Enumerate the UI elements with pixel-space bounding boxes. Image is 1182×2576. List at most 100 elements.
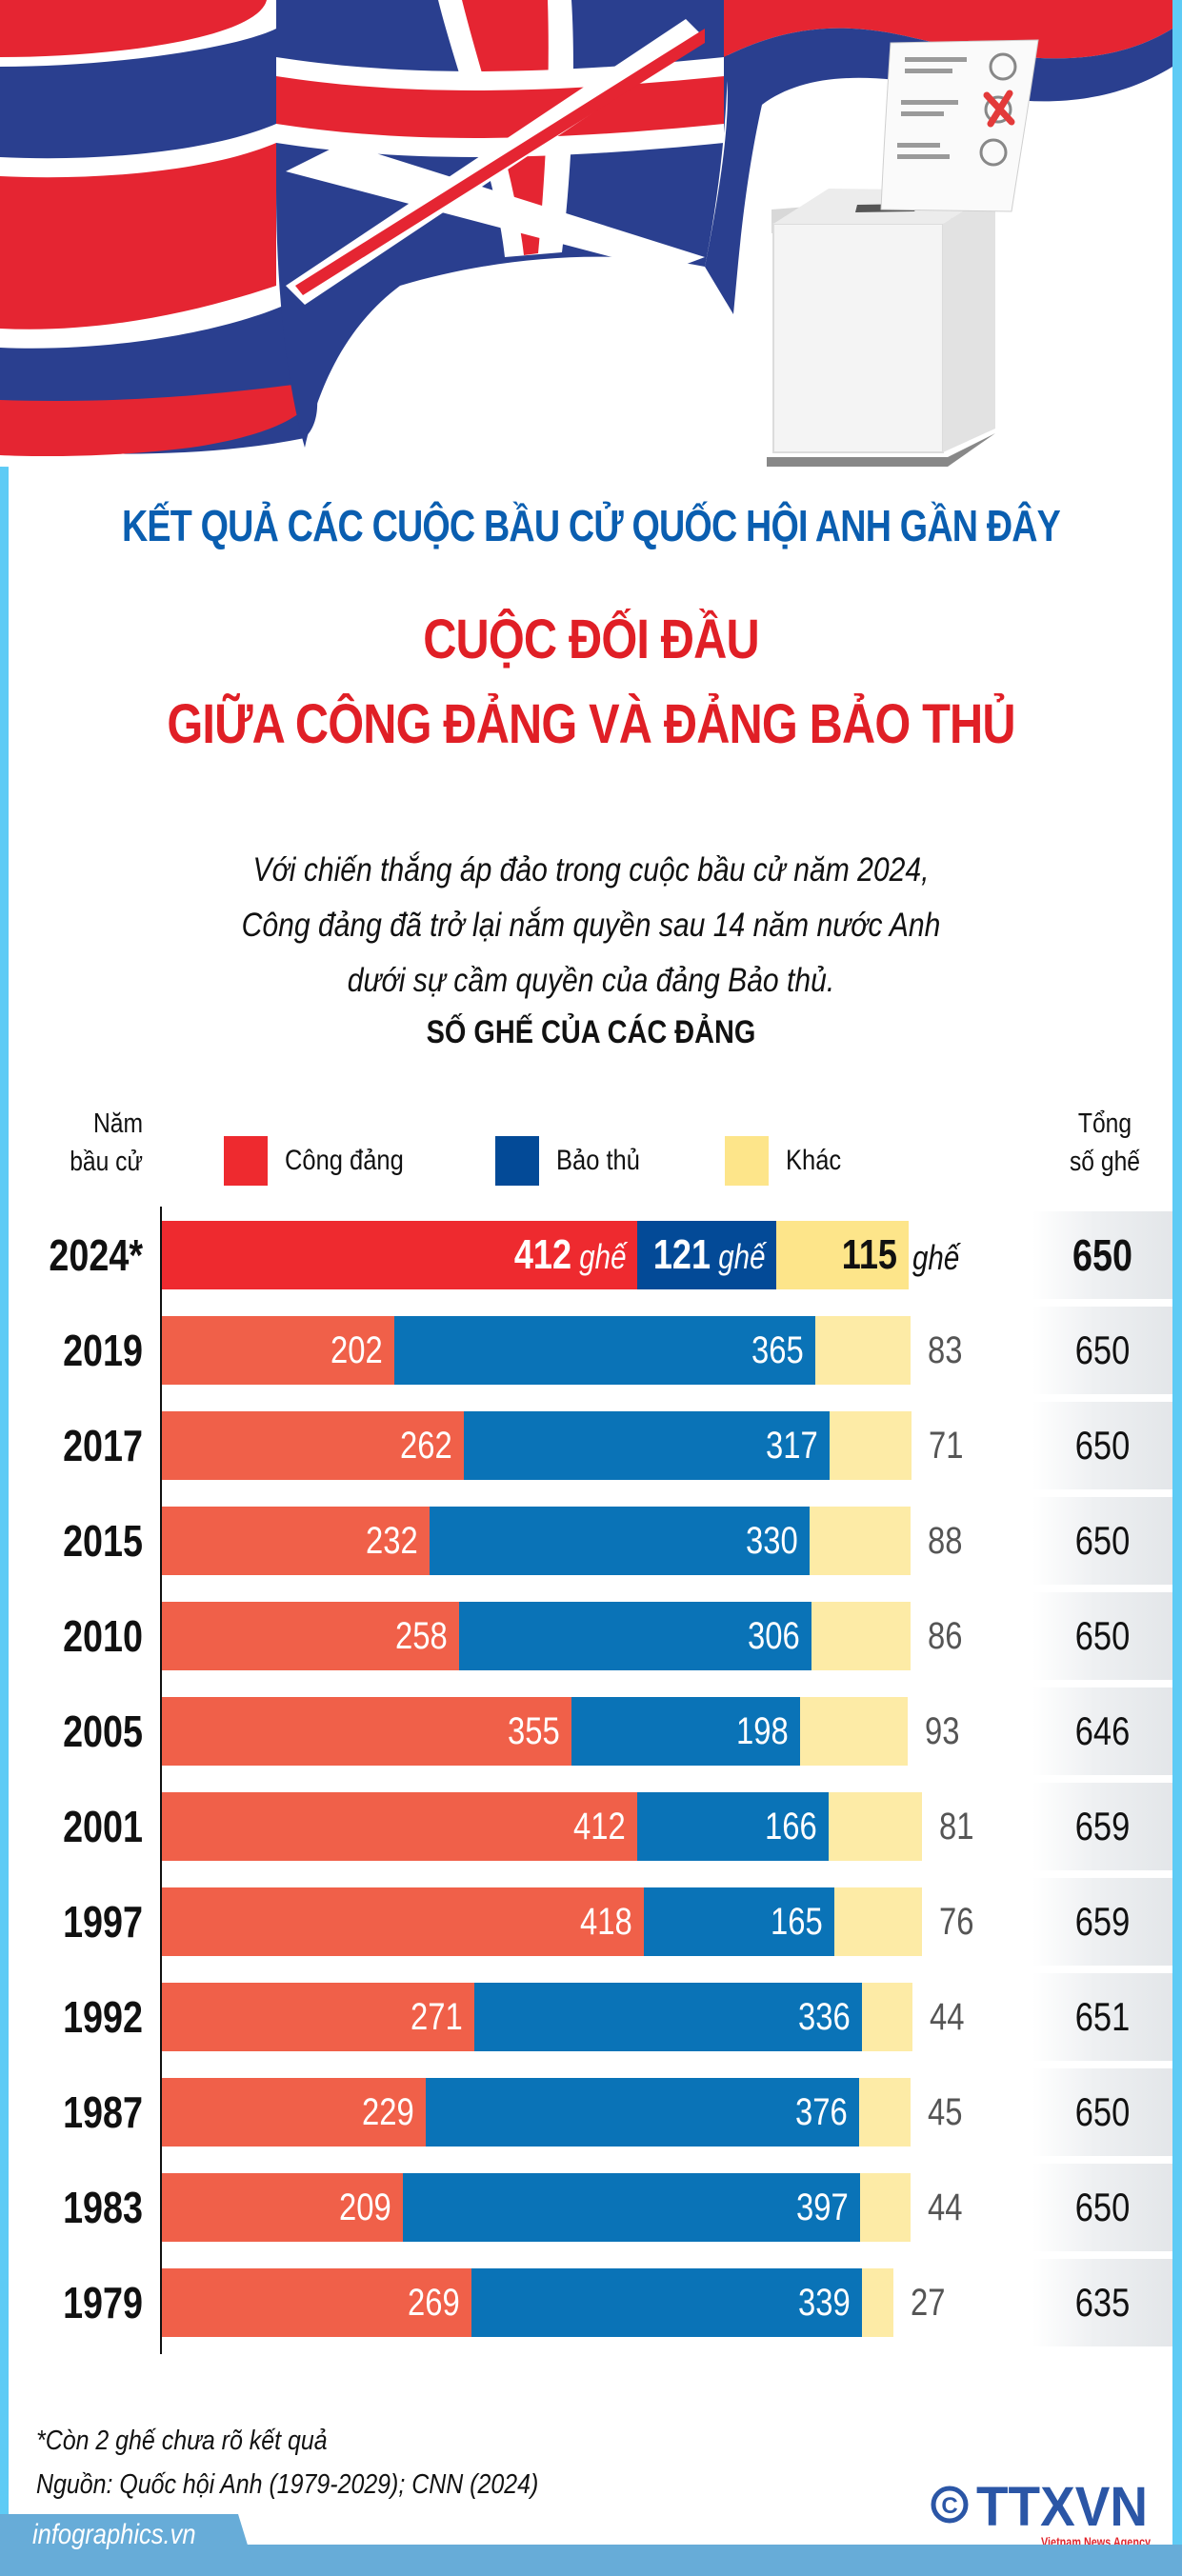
year-label: 2024* — [49, 1230, 143, 1280]
year-label: 1997 — [63, 1897, 143, 1947]
year-label: 2015 — [63, 1516, 143, 1566]
seat-value: 418 — [580, 1900, 632, 1943]
bar-segment-conservative: 198 — [571, 1697, 800, 1766]
total-seats-value: 650 — [1074, 1518, 1131, 1563]
seat-value: 317 — [766, 1424, 818, 1467]
legend-swatch-other — [725, 1136, 770, 1186]
bar-segment-labour: 202 — [162, 1316, 394, 1385]
other-seat-value: 76 — [939, 1901, 974, 1943]
bar-segment-labour: 269 — [162, 2268, 471, 2337]
bar-segment-other — [829, 1792, 922, 1861]
legend-swatch-conservative — [494, 1136, 539, 1186]
bar-segment-labour: 412 ghế — [162, 1221, 637, 1289]
chart-row: 1997 418 165 76 659 — [0, 1878, 1172, 1966]
seat-value: 355 — [508, 1709, 560, 1752]
seat-unit: ghế — [717, 1237, 765, 1276]
year-header-line: Năm — [92, 1108, 143, 1139]
bar-segment-conservative: 165 — [644, 1887, 834, 1956]
bar-segment-conservative: 317 — [464, 1411, 830, 1480]
chart-legend: Công đảng Bảo thủ Khác — [224, 1136, 922, 1186]
stacked-bar: 355 198 — [162, 1697, 908, 1766]
bar-segment-other — [815, 1316, 911, 1385]
seat-value: 115 — [841, 1231, 897, 1278]
bar-segment-labour: 209 — [162, 2173, 403, 2242]
footnote-asterisk: *Còn 2 ghế chưa rõ kết quả — [36, 2426, 328, 2456]
other-seat-value: 44 — [928, 2187, 963, 2228]
total-cell-bg — [1032, 2164, 1172, 2251]
stacked-bar: 202 365 — [162, 1316, 911, 1385]
year-label: 1983 — [63, 2183, 143, 2232]
seat-value: 198 — [736, 1709, 789, 1752]
seat-value: 269 — [408, 2281, 460, 2324]
footer-site-tab — [0, 2514, 257, 2576]
bar-segment-conservative: 339 — [471, 2268, 862, 2337]
total-header-line: Tổng — [1077, 1108, 1132, 1139]
total-seats-value: 646 — [1074, 1708, 1131, 1753]
chart-axis-line — [160, 1207, 162, 2354]
seat-value: 339 — [798, 2281, 851, 2324]
other-seat-value: 44 — [930, 1996, 965, 2038]
seat-value: 330 — [746, 1519, 798, 1562]
bar-segment-labour: 232 — [162, 1507, 430, 1575]
bar-segment-other — [834, 1887, 922, 1956]
site-link[interactable]: infographics.vn — [32, 2519, 196, 2550]
intro-line: dưới sự cầm quyền của đảng Bảo thủ. — [347, 962, 835, 999]
seat-value: 336 — [798, 1995, 851, 2038]
total-cell-bg — [1032, 2259, 1172, 2346]
total-seats-value: 650 — [1074, 2089, 1131, 2134]
seat-value: 166 — [765, 1805, 817, 1847]
legend-swatch-labour — [224, 1136, 268, 1186]
year-label: 2010 — [63, 1611, 143, 1661]
bar-segment-conservative: 376 — [426, 2078, 859, 2147]
year-label: 2005 — [63, 1707, 143, 1756]
total-cell-bg — [1032, 2068, 1172, 2156]
bar-segment-labour: 262 — [162, 1411, 464, 1480]
total-seats-value: 659 — [1074, 1804, 1131, 1848]
seat-value: 229 — [362, 2090, 414, 2133]
other-seat-value: 93 — [925, 1710, 960, 1752]
bar-segment-other — [830, 1411, 912, 1480]
year-column-header: Năm bầu cử — [54, 1105, 143, 1181]
chart-row: 2001 412 166 81 659 — [0, 1783, 1172, 1870]
bar-segment-conservative: 336 — [474, 1983, 862, 2051]
stacked-bar: 232 330 — [162, 1507, 911, 1575]
total-seats-value: 650 — [1074, 2185, 1131, 2229]
seat-value: 271 — [411, 1995, 463, 2038]
year-label: 1992 — [63, 1992, 143, 2042]
chart-row: 2017 262 317 71 650 — [0, 1402, 1172, 1489]
other-seat-value: 27 — [911, 2282, 946, 2324]
bar-segment-other — [810, 1507, 911, 1575]
intro-line: Công đảng đã trở lại nắm quyền sau 14 nă… — [241, 907, 941, 944]
ttxvn-logo: C TTXVN Vietnam News Agency — [929, 2466, 1152, 2552]
bar-segment-conservative: 121 ghế — [637, 1221, 776, 1289]
hero-illustration — [0, 0, 1172, 471]
seat-value: 258 — [395, 1614, 448, 1657]
seat-unit: ghế — [578, 1237, 626, 1276]
bar-segment-other — [811, 1602, 911, 1670]
chart-title: SỐ GHẾ CỦA CÁC ĐẢNG — [426, 1014, 756, 1050]
page-title: KẾT QUẢ CÁC CUỘC BẦU CỬ QUỐC HỘI ANH GẦN… — [121, 501, 1061, 550]
chart-row: 1992 271 336 44 651 — [0, 1973, 1172, 2061]
bar-segment-other: 115 — [776, 1221, 909, 1289]
legend-label: Khác — [786, 1145, 842, 1176]
bar-segment-other — [862, 2268, 893, 2337]
chart-row: 1987 229 376 45 650 — [0, 2068, 1172, 2156]
seat-value: 165 — [771, 1900, 823, 1943]
seat-unit: ghế — [912, 1238, 960, 1277]
chart-row: 1983 209 397 44 650 — [0, 2164, 1172, 2251]
other-seat-value: 45 — [928, 2091, 963, 2133]
total-seats-value: 650 — [1074, 1423, 1131, 1468]
year-label: 2019 — [63, 1326, 143, 1375]
bar-segment-conservative: 397 — [403, 2173, 860, 2242]
total-cell-bg — [1032, 1211, 1172, 1299]
legend-label: Bảo thủ — [555, 1145, 640, 1176]
source-note: Nguồn: Quốc hội Anh (1979-2029); CNN (20… — [36, 2469, 539, 2500]
bar-segment-labour: 355 — [162, 1697, 571, 1766]
total-cell-bg — [1032, 1783, 1172, 1870]
chart-row: 2019 202 365 83 650 — [0, 1307, 1172, 1394]
total-seats-value: 650 — [1074, 1328, 1131, 1372]
ttxvn-logo-icon: C TTXVN Vietnam News Agency — [931, 2476, 1151, 2549]
stacked-bar: 262 317 — [162, 1411, 912, 1480]
other-seat-value: 71 — [929, 1425, 964, 1467]
other-seat-value: 88 — [928, 1520, 963, 1562]
